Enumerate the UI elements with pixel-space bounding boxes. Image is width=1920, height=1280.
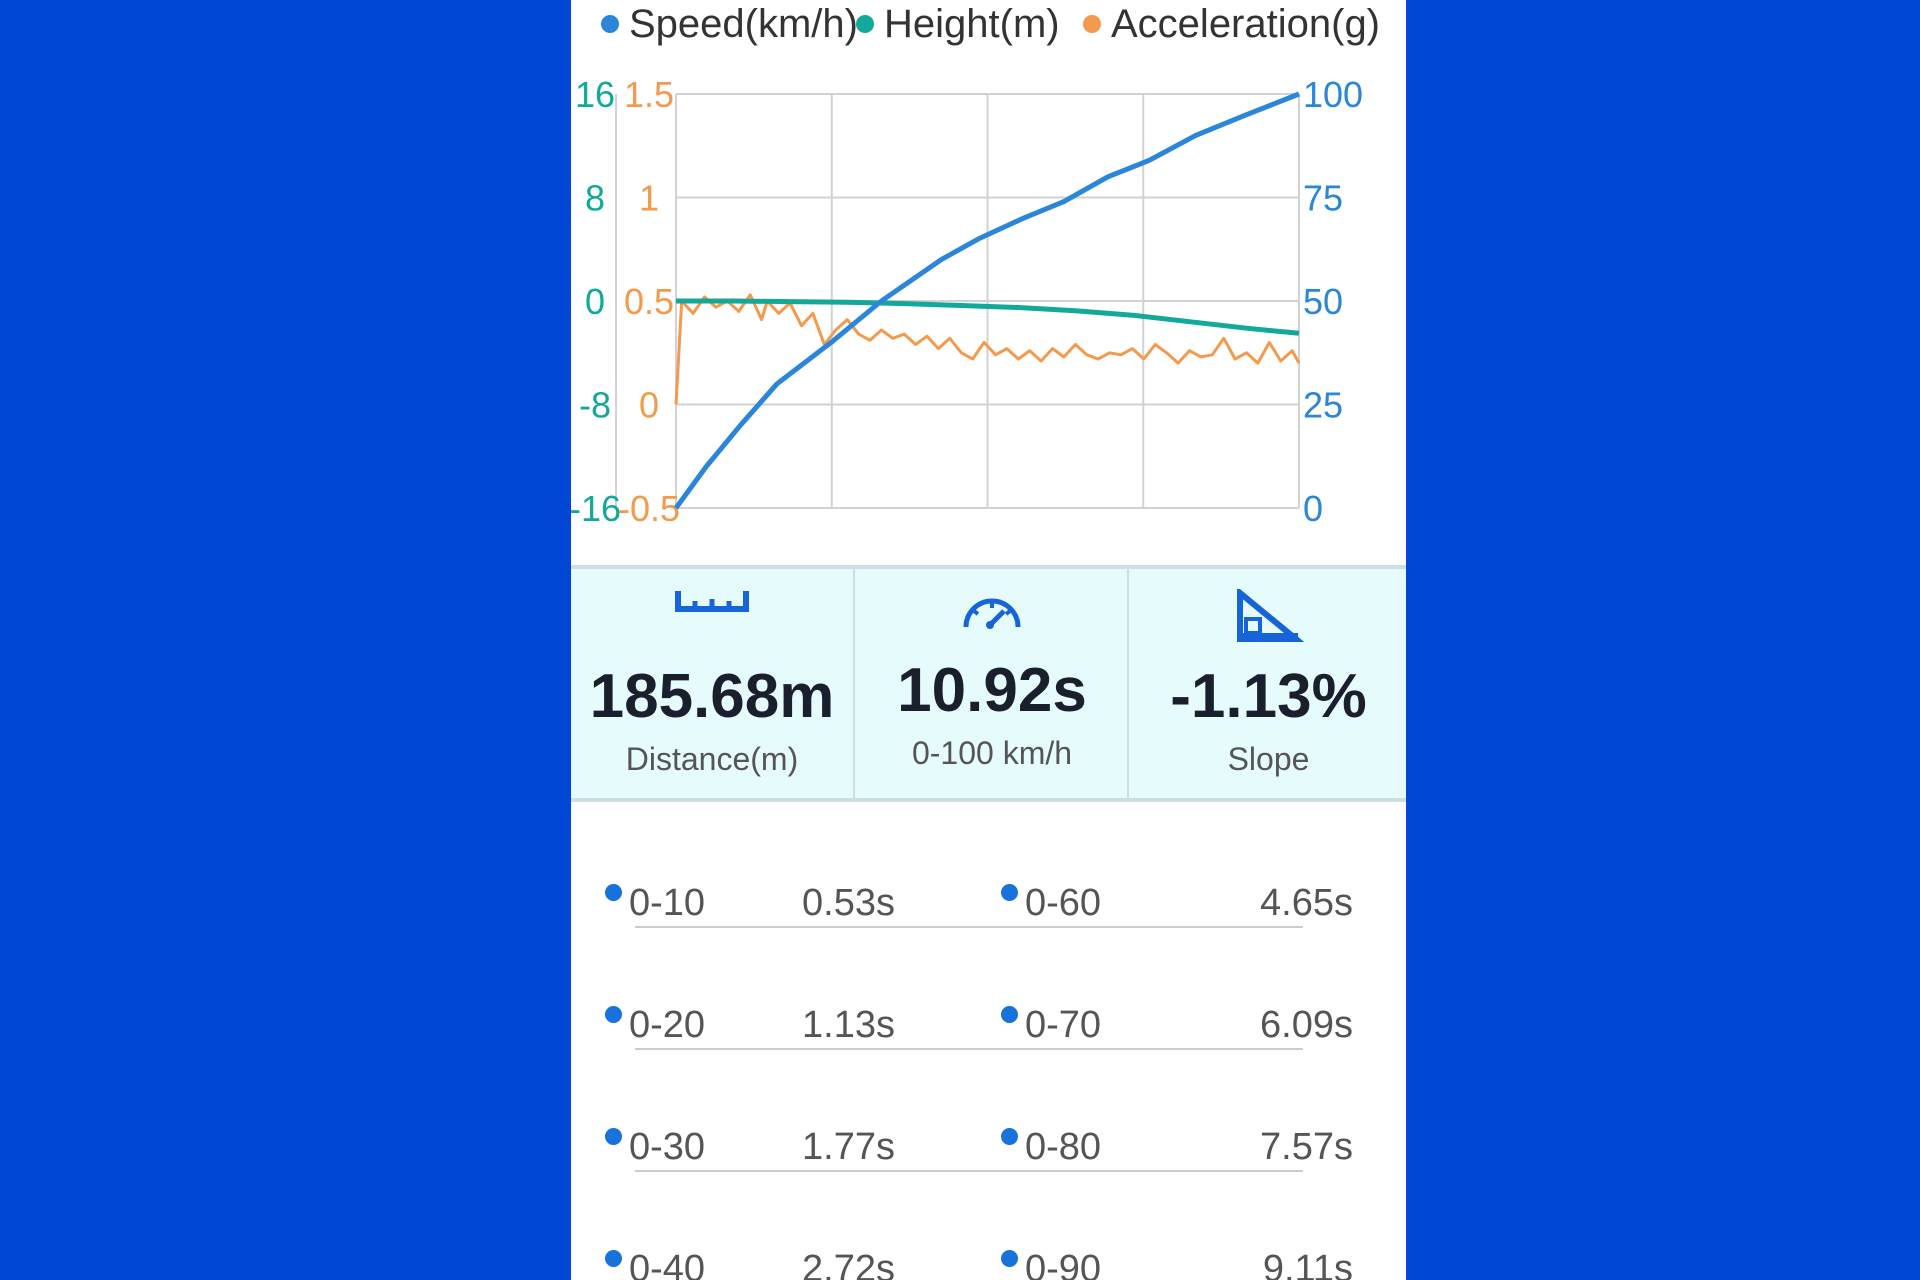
bullet-icon	[605, 1128, 622, 1145]
speed-axis-ticks: 100 75 50 25 0	[1303, 74, 1363, 529]
legend-dot-acceleration	[1083, 15, 1101, 33]
speed-tick-label: 100	[1303, 74, 1363, 115]
list-item: 0-30 1.77s 0-80 7.57s	[571, 1050, 1406, 1172]
height-tick-label: 0	[585, 281, 605, 322]
stat-slope: -1.13% Slope	[1127, 569, 1406, 798]
summary-stats: 185.68m Distance(m) 10.92s 0-100 km/h	[571, 565, 1406, 802]
acceleration-series-line	[674, 293, 1301, 405]
split-value: 0.53s	[802, 882, 895, 924]
speed-tick-label: 50	[1303, 281, 1343, 322]
bullet-icon	[605, 884, 622, 901]
bullet-icon	[1001, 1128, 1018, 1145]
split-label: 0-60	[1025, 882, 1102, 924]
split-value: 6.09s	[1260, 1004, 1353, 1046]
split-time-0-30[interactable]: 0-30 1.77s	[571, 1050, 991, 1170]
distance-label: Distance(m)	[625, 741, 799, 777]
row-divider	[635, 926, 1303, 928]
slope-icon	[1234, 586, 1304, 650]
slope-label: Slope	[1227, 741, 1310, 777]
acceleration-axis-ticks: 1.5 1 0.5 0 -0.5	[618, 74, 680, 529]
bullet-icon	[605, 1006, 622, 1023]
legend-label-height: Height(m)	[884, 1, 1060, 46]
height-tick-label: -16	[571, 488, 621, 529]
height-tick-label: -8	[579, 385, 611, 426]
split-label: 0-30	[629, 1126, 706, 1168]
bullet-icon	[605, 1250, 622, 1267]
split-value: 1.13s	[802, 1004, 895, 1046]
split-label: 0-80	[1025, 1126, 1102, 1168]
legend-item-speed[interactable]: Speed(km/h)	[601, 0, 858, 48]
bullet-icon	[1001, 884, 1018, 901]
split-time-0-10[interactable]: 0-10 0.53s	[571, 806, 991, 926]
zero-to-hundred-label: 0-100 km/h	[911, 735, 1073, 771]
speed-series-line	[673, 91, 1300, 510]
ruler-icon	[674, 587, 750, 622]
height-tick-label: 8	[585, 178, 605, 219]
legend-dot-speed	[601, 15, 619, 33]
split-label: 0-40	[629, 1248, 706, 1280]
zero-to-hundred-value: 10.92s	[897, 656, 1087, 725]
stat-zero-to-hundred: 10.92s 0-100 km/h	[853, 569, 1129, 798]
app-screen: Speed(km/h) Height(m) Acceleration(g) 16…	[571, 0, 1406, 1280]
split-times-list: 0-10 0.53s 0-60 4.65s 0-20 1.13s 0-70 6.…	[571, 806, 1406, 1280]
split-value: 2.72s	[802, 1248, 895, 1280]
acceleration-tick-label: 1.5	[624, 74, 674, 115]
split-value: 7.57s	[1260, 1126, 1353, 1168]
distance-value: 185.68m	[589, 662, 835, 731]
split-label: 0-10	[629, 882, 706, 924]
height-series-line	[676, 298, 1300, 336]
speed-tick-label: 25	[1303, 385, 1343, 426]
split-value: 1.77s	[802, 1126, 895, 1168]
split-time-0-20[interactable]: 0-20 1.13s	[571, 928, 991, 1048]
split-time-0-70[interactable]: 0-70 6.09s	[967, 928, 1387, 1048]
bullet-icon	[1001, 1006, 1018, 1023]
split-value: 9.11s	[1262, 1248, 1353, 1280]
stat-distance: 185.68m Distance(m)	[571, 569, 853, 798]
split-label: 0-20	[629, 1004, 706, 1046]
list-item: 0-40 2.72s 0-90 9.11s	[571, 1172, 1406, 1280]
split-label: 0-70	[1025, 1004, 1102, 1046]
split-time-0-60[interactable]: 0-60 4.65s	[967, 806, 1387, 926]
acceleration-tick-label: 1	[639, 178, 659, 219]
height-axis-ticks: 16 8 0 -8 -16	[571, 74, 621, 529]
legend-item-height[interactable]: Height(m)	[856, 0, 1060, 48]
chart-series	[673, 91, 1301, 510]
chart-legend: Speed(km/h) Height(m) Acceleration(g)	[571, 0, 1406, 48]
height-tick-label: 16	[575, 74, 615, 115]
acceleration-tick-label: -0.5	[618, 488, 680, 529]
split-value: 4.65s	[1260, 882, 1353, 924]
legend-label-speed: Speed(km/h)	[629, 1, 858, 46]
speedometer-icon	[960, 587, 1024, 636]
split-label: 0-90	[1025, 1248, 1102, 1280]
performance-chart: 16 8 0 -8 -16 1.5 1 0.5 0 -0.5 100 75 50 25 0	[571, 74, 1363, 529]
split-time-0-40[interactable]: 0-40 2.72s	[571, 1172, 991, 1280]
legend-dot-height	[856, 15, 874, 33]
speed-tick-label: 0	[1303, 488, 1323, 529]
acceleration-tick-label: 0	[639, 385, 659, 426]
speed-tick-label: 75	[1303, 178, 1343, 219]
split-time-0-90[interactable]: 0-90 9.11s	[967, 1172, 1387, 1280]
row-divider	[635, 1048, 1303, 1050]
row-divider	[635, 1170, 1303, 1172]
slope-value: -1.13%	[1170, 662, 1367, 731]
legend-label-acceleration: Acceleration(g)	[1111, 1, 1381, 46]
split-time-0-80[interactable]: 0-80 7.57s	[967, 1050, 1387, 1170]
legend-item-acceleration[interactable]: Acceleration(g)	[1083, 0, 1380, 48]
acceleration-tick-label: 0.5	[624, 281, 674, 322]
bullet-icon	[1001, 1250, 1018, 1267]
list-item: 0-20 1.13s 0-70 6.09s	[571, 928, 1406, 1050]
list-item: 0-10 0.53s 0-60 4.65s	[571, 806, 1406, 928]
